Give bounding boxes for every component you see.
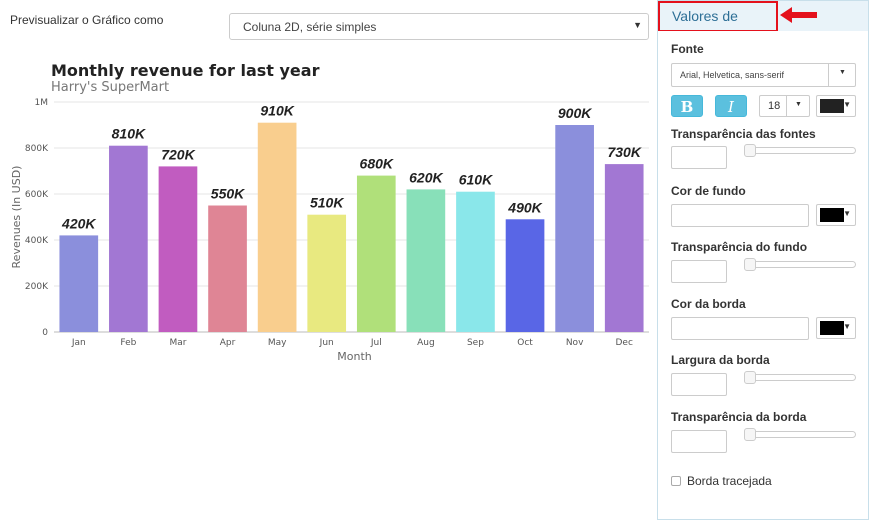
italic-button[interactable]: I (715, 95, 747, 117)
bar-apr (208, 205, 247, 332)
x-tick-label: Sep (467, 338, 484, 348)
font-size-select[interactable]: 18 ▼ (759, 95, 810, 117)
y-tick-label: 1M (35, 98, 49, 108)
font-family-select[interactable]: Arial, Helvetica, sans-serif ▼ (671, 63, 856, 87)
y-tick-label: 800K (25, 144, 49, 154)
font-size-dropdown-button[interactable]: ▼ (786, 96, 809, 116)
font-color-swatch (820, 99, 844, 113)
bar-sep (456, 191, 495, 332)
bold-button[interactable]: B (671, 95, 703, 117)
dashed-border-checkbox[interactable] (671, 476, 681, 486)
font-color-picker[interactable]: ▼ (816, 95, 856, 117)
font-family-dropdown-button[interactable]: ▼ (828, 64, 855, 86)
bg-transparency-input[interactable] (671, 260, 727, 283)
bar-jul (356, 175, 396, 332)
bg-transparency-label: Transparência do fundo (671, 240, 808, 254)
slider-handle[interactable] (744, 428, 756, 441)
font-family-value: Arial, Helvetica, sans-serif (680, 70, 785, 80)
x-tick-label: Jan (71, 338, 86, 348)
bar-jan (59, 235, 99, 332)
bg-color-input[interactable] (671, 204, 809, 227)
border-color-input[interactable] (671, 317, 809, 340)
caret-down-icon: ▼ (843, 209, 851, 218)
bar-feb (109, 145, 148, 332)
font-transparency-slider[interactable] (744, 144, 856, 157)
caret-down-icon: ▼ (839, 69, 846, 76)
x-tick-label: Aug (417, 338, 435, 348)
bg-color-label: Cor de fundo (671, 184, 746, 198)
x-tick-label: Dec (615, 338, 632, 348)
bar-oct (505, 219, 545, 332)
x-tick-label: Nov (566, 338, 584, 348)
panel-tab-bar: Valores de dados (657, 0, 869, 51)
border-transparency-label: Transparência da borda (671, 410, 807, 424)
x-tick-label: Apr (220, 338, 236, 348)
data-label: 420K (61, 215, 96, 231)
chevron-down-icon: ▼ (633, 20, 642, 30)
caret-down-icon: ▼ (843, 100, 851, 109)
bar-mar (158, 166, 198, 332)
data-label: 810K (112, 126, 146, 142)
arrow-left-icon (780, 7, 817, 23)
slider-handle[interactable] (744, 258, 756, 271)
dashed-border-label: Borda tracejada (687, 474, 772, 488)
x-tick-label: Jul (370, 338, 382, 348)
revenue-chart: 0 200K 400K 600K 800K 1M Revenues (In USD) 420K… (10, 98, 649, 363)
data-label: 610K (459, 172, 493, 188)
bg-color-swatch (820, 208, 844, 222)
font-transparency-label: Transparência das fontes (671, 127, 816, 141)
data-label: 730K (607, 144, 641, 160)
data-label: 900K (558, 105, 592, 121)
border-color-swatch (820, 321, 844, 335)
bg-color-picker[interactable]: ▼ (816, 204, 856, 226)
slider-handle[interactable] (744, 144, 756, 157)
data-label: 720K (161, 146, 195, 162)
font-label: Fonte (671, 42, 704, 56)
chart-title: Monthly revenue for last year (51, 61, 320, 80)
x-tick-label: Jun (319, 338, 334, 348)
x-tick-label: Feb (120, 338, 136, 348)
border-color-label: Cor da borda (671, 297, 746, 311)
x-axis-label: Month (337, 350, 372, 363)
bar-dec (604, 164, 644, 332)
bar-jun (307, 214, 347, 332)
chart-type-value: Coluna 2D, série simples (243, 20, 377, 34)
caret-down-icon: ▼ (843, 322, 851, 331)
border-width-slider[interactable] (744, 371, 856, 384)
y-axis-label: Revenues (In USD) (10, 166, 23, 269)
border-width-label: Largura da borda (671, 353, 770, 367)
data-label: 510K (310, 195, 344, 211)
y-tick-label: 0 (42, 328, 48, 338)
x-tick-label: Mar (169, 338, 186, 348)
data-label: 550K (211, 186, 245, 202)
preview-chart-label: Previsualizar o Gráfico como (10, 13, 164, 27)
x-tick-label: May (268, 338, 287, 348)
y-tick-label: 600K (25, 190, 49, 200)
border-color-picker[interactable]: ▼ (816, 317, 856, 339)
font-size-value: 18 (768, 100, 781, 112)
bar-may (257, 122, 297, 332)
bg-transparency-slider[interactable] (744, 258, 856, 271)
chart-subtitle: Harry's SuperMart (51, 80, 170, 95)
font-transparency-input[interactable] (671, 146, 727, 169)
caret-down-icon: ▼ (795, 101, 802, 108)
data-label: 620K (409, 169, 443, 185)
y-tick-label: 200K (25, 282, 49, 292)
border-transparency-slider[interactable] (744, 428, 856, 441)
tab-data-values[interactable]: Valores de dados (658, 1, 778, 51)
y-tick-label: 400K (25, 236, 49, 246)
data-label: 680K (360, 156, 394, 172)
border-width-input[interactable] (671, 373, 727, 396)
data-label: 910K (260, 103, 294, 119)
chart-type-select[interactable]: Coluna 2D, série simples ▼ (229, 13, 649, 40)
border-transparency-input[interactable] (671, 430, 727, 453)
x-tick-label: Oct (517, 338, 533, 348)
bar-nov (555, 125, 594, 332)
slider-handle[interactable] (744, 371, 756, 384)
data-label: 490K (507, 199, 542, 215)
bar-aug (406, 189, 446, 332)
